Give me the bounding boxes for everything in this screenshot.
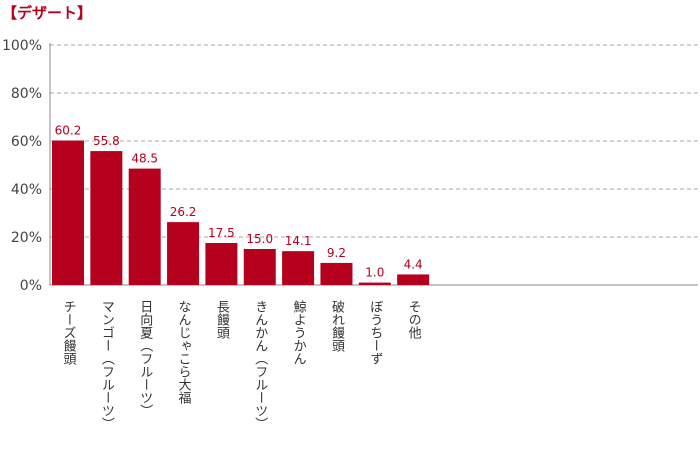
category-label: 長饅頭 xyxy=(214,300,230,339)
y-tick-label: 100% xyxy=(2,38,42,54)
category-label: 破れ饅頭 xyxy=(329,300,345,352)
bar xyxy=(90,151,123,285)
category-label: マンゴー（フルーツ） xyxy=(99,300,115,430)
y-tick-label: 20% xyxy=(11,230,42,246)
data-label: 1.0 xyxy=(365,266,384,280)
data-label: 4.4 xyxy=(404,257,423,271)
category-label: 鯨ようかん xyxy=(291,300,307,365)
category-label: なんじゃこら大福 xyxy=(176,300,192,404)
bar xyxy=(52,140,84,285)
y-tick-label: 40% xyxy=(11,182,42,198)
y-tick-label: 60% xyxy=(11,134,42,150)
data-label: 17.5 xyxy=(208,226,235,240)
bar xyxy=(358,282,391,285)
data-label: 15.0 xyxy=(246,232,273,246)
data-label: 55.8 xyxy=(93,134,120,148)
data-label: 48.5 xyxy=(131,152,158,166)
category-label: その他 xyxy=(406,300,422,340)
data-label: 26.2 xyxy=(170,205,197,219)
chart-title: 【デザート】 xyxy=(2,4,93,22)
data-label: 60.2 xyxy=(55,124,82,138)
y-tick-label: 80% xyxy=(11,86,42,102)
bar xyxy=(205,243,238,285)
bar xyxy=(282,251,315,285)
category-label: ぼうちーず xyxy=(367,300,382,365)
category-label: 日向夏（フルーツ） xyxy=(137,300,153,417)
data-label: 14.1 xyxy=(285,234,312,248)
bar xyxy=(128,168,161,285)
category-label: チーズ饅頭 xyxy=(61,300,77,365)
category-label: きんかん（フルーツ） xyxy=(252,300,268,430)
bar xyxy=(243,249,276,285)
bar xyxy=(167,222,200,285)
y-tick-label: 0% xyxy=(20,278,42,294)
bar xyxy=(397,274,430,285)
data-label: 9.2 xyxy=(327,246,346,260)
bar xyxy=(320,262,353,285)
